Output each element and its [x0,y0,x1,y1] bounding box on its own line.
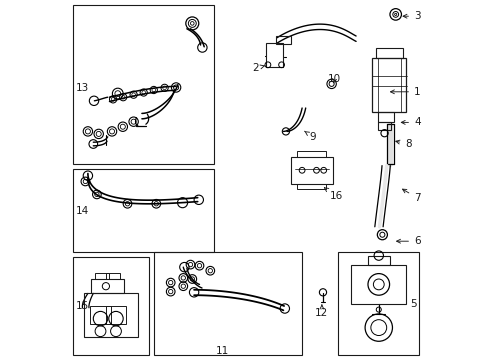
Bar [296,151,325,157]
Bar [73,169,213,252]
Text: 11: 11 [216,346,229,356]
Bar [73,257,149,355]
Text: 9: 9 [304,131,316,142]
Bar [337,252,418,355]
Bar [377,122,390,130]
Text: 2: 2 [251,63,264,73]
Bar [84,293,138,337]
Bar [296,184,325,189]
Text: 12: 12 [315,305,328,318]
Bar [154,252,302,355]
Text: 15: 15 [76,301,89,311]
Text: 7: 7 [402,189,420,203]
Bar [265,43,283,67]
Bar [91,279,123,293]
Bar [106,273,120,279]
Text: 6: 6 [396,236,420,246]
Text: 13: 13 [76,83,89,93]
Text: 10: 10 [327,74,340,84]
Text: 4: 4 [401,117,420,127]
Bar [106,306,125,324]
Bar [371,58,406,112]
Bar [89,306,111,324]
Text: 16: 16 [324,188,342,201]
Bar [95,273,109,279]
Bar [350,265,406,304]
Bar [276,36,291,44]
Text: 3: 3 [402,11,420,21]
Bar [291,157,332,184]
Text: 8: 8 [395,139,411,149]
Text: 5: 5 [410,299,416,309]
Text: 1: 1 [390,87,420,97]
Bar [367,256,389,265]
Text: 14: 14 [76,206,89,216]
Bar [73,5,213,164]
Bar [375,48,402,58]
Bar [377,112,393,122]
